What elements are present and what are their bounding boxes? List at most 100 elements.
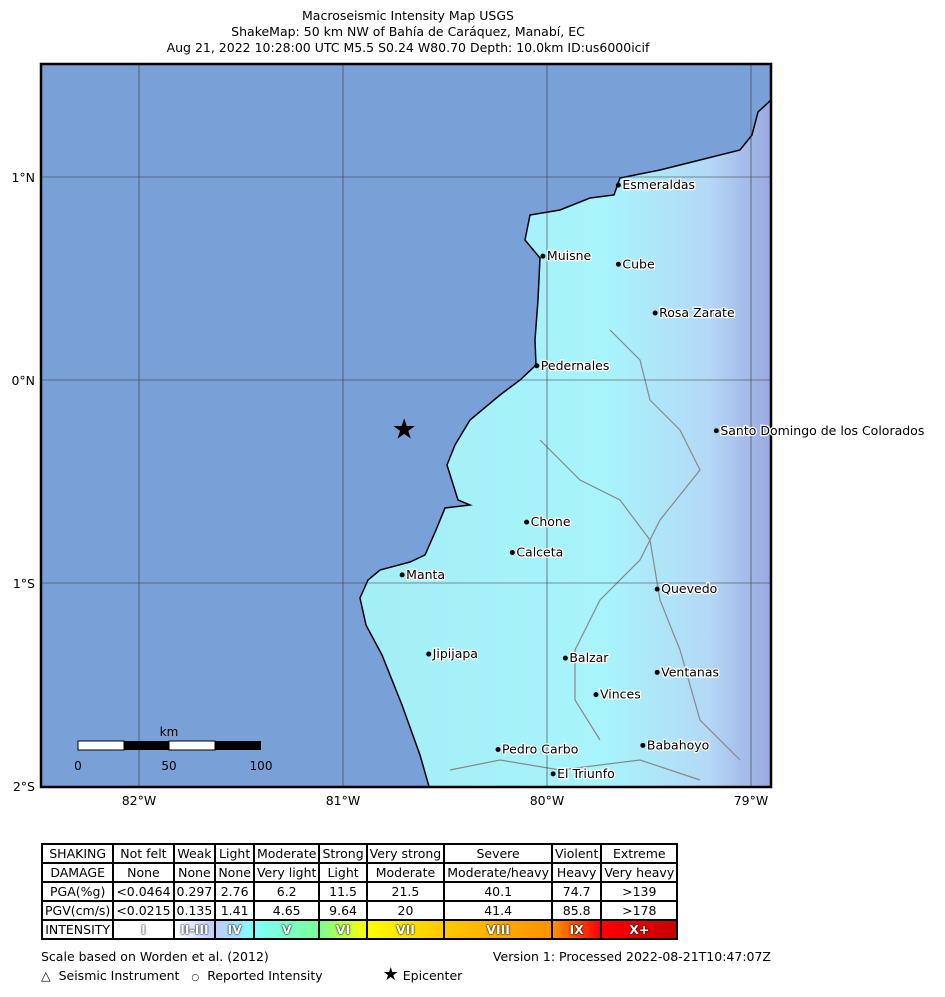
legend-cell: <0.0464 (112, 881, 175, 902)
legend-cell: 40.1 (443, 881, 553, 902)
legend-cell: 21.5 (365, 881, 446, 902)
reported-intensity-label: Reported Intensity (207, 968, 323, 983)
legend-cell: Severe (443, 843, 553, 864)
legend-cell: DAMAGE (40, 862, 115, 883)
legend-cell: None (172, 862, 217, 883)
city-marker (654, 669, 660, 675)
legend-symbols: △ Seismic Instrument ○ Reported Intensit… (41, 964, 462, 985)
city-marker (540, 253, 546, 259)
title-line-3: Aug 21, 2022 10:28:00 UTC M5.5 S0.24 W80… (166, 40, 650, 55)
legend-row: PGA(%g) <0.0464 0.297 2.76 6.2 11.5 21.5 40.1 74… (40, 881, 679, 902)
legend-cell: Strong (318, 843, 368, 864)
intensity-map[interactable]: Esmeraldas Muisne Cube Rosa Zarate Pedernale… (0, 0, 945, 830)
city-label: Jipijapa (432, 646, 478, 661)
legend-cell: Very heavy (600, 862, 679, 883)
city-marker (593, 692, 599, 698)
intensity-cell: X+ (600, 919, 679, 940)
legend-cell: Heavy (550, 862, 603, 883)
city-label: Vinces (600, 687, 641, 702)
version-info: Version 1: Processed 2022-08-21T10:47:07… (492, 949, 771, 964)
city-label: Ventanas (661, 664, 719, 679)
intensity-row: INTENSITY I II-III IV V VI VII VIII IX X+ (40, 919, 679, 940)
legend-cell: Very strong (365, 843, 446, 864)
legend-cell: Extreme (600, 843, 679, 864)
title-line-1: Macroseismic Intensity Map USGS (302, 8, 514, 23)
legend-cell: 2.76 (214, 881, 255, 902)
legend-cell: 74.7 (550, 881, 603, 902)
city-marker (426, 651, 432, 657)
city-marker (654, 586, 660, 592)
lon-label: 82°W (122, 793, 157, 808)
scale-label-100: 100 (250, 759, 273, 773)
city-marker (550, 771, 556, 777)
scale-label-50: 50 (161, 759, 176, 773)
legend-cell: 85.8 (550, 900, 603, 921)
legend-row: PGV(cm/s) <0.0215 0.135 1.41 4.65 9.64 20 41.4 8… (40, 900, 679, 921)
seismic-instrument-label: Seismic Instrument (58, 968, 180, 983)
intensity-cell: VI (318, 919, 368, 940)
map-title: Macroseismic Intensity Map USGS ShakeMap… (0, 8, 816, 56)
lon-label: 80°W (530, 793, 565, 808)
intensity-cell: IV (214, 919, 255, 940)
intensity-cell: I (112, 919, 175, 940)
legend-cell: None (214, 862, 255, 883)
graticule (41, 64, 771, 787)
city-label: El Triunfo (557, 766, 615, 781)
legend-cell: Moderate/heavy (443, 862, 553, 883)
legend-cell: PGA(%g) (40, 881, 115, 902)
intensity-cell: VII (365, 919, 446, 940)
epicenter-label: Epicenter (402, 968, 463, 983)
land (359, 98, 771, 787)
legend-cell: 11.5 (318, 881, 368, 902)
city-marker (615, 182, 621, 188)
legend-cell: Violent (550, 843, 603, 864)
map-frame (39, 62, 773, 789)
legend-row: DAMAGE None None None Very light Light Moderat… (40, 862, 679, 883)
legend-cell: 41.4 (443, 900, 553, 921)
lon-label: 81°W (326, 793, 361, 808)
city-label: Santo Domingo de los Colorados (720, 423, 924, 438)
scale-label-0: 0 (74, 759, 82, 773)
intensity-cell: INTENSITY (40, 919, 115, 940)
legend-cell: PGV(cm/s) (40, 900, 115, 921)
lat-label: 1°N (11, 170, 35, 185)
city-marker (495, 746, 501, 752)
legend-cell: <0.0215 (112, 900, 175, 921)
city-label: Manta (406, 567, 445, 582)
star-icon: ★ (382, 964, 399, 985)
city-marker (399, 572, 405, 578)
city-marker (713, 428, 719, 434)
title-line-2: ShakeMap: 50 km NW of Bahía de Caráquez,… (231, 24, 585, 39)
intensity-cell: IX (550, 919, 603, 940)
intensity-cell: II-III (172, 919, 217, 940)
legend-cell: 0.297 (172, 881, 217, 902)
city-label: Chone (531, 514, 571, 529)
legend-cell: Moderate (365, 862, 446, 883)
legend-cell: 20 (365, 900, 446, 921)
legend-cell: 0.135 (172, 900, 217, 921)
legend-cell: Moderate (252, 843, 321, 864)
legend-cell: Very light (252, 862, 321, 883)
city-label: Pedernales (541, 358, 610, 373)
city-marker (509, 550, 515, 556)
legend-cell: None (112, 862, 175, 883)
intensity-cell: VIII (443, 919, 553, 940)
legend-cell: Weak (172, 843, 217, 864)
city-label: Esmeraldas (622, 177, 695, 192)
legend-cell: Not felt (112, 843, 175, 864)
triangle-icon: △ (41, 968, 51, 983)
city-label: Babahoyo (647, 737, 709, 752)
legend-row: SHAKING Not felt Weak Light Moderate Strong Ve… (40, 843, 679, 864)
city-label: Cube (622, 256, 655, 271)
legend-cell: 6.2 (252, 881, 321, 902)
scale-bar: km 0 50 100 (74, 725, 272, 773)
city-label: Calceta (516, 545, 563, 560)
city-marker (562, 655, 568, 661)
legend-cell: SHAKING (40, 843, 115, 864)
legend-cell: 9.64 (318, 900, 368, 921)
scale-note: Scale based on Worden et al. (2012) (41, 949, 269, 964)
province-borders (449, 329, 741, 781)
epicenter-star-icon[interactable]: ★ (392, 413, 417, 446)
intensity-legend-table: SHAKING Not felt Weak Light Moderate Strong Ve… (40, 843, 679, 940)
legend-cell: Light (214, 843, 255, 864)
